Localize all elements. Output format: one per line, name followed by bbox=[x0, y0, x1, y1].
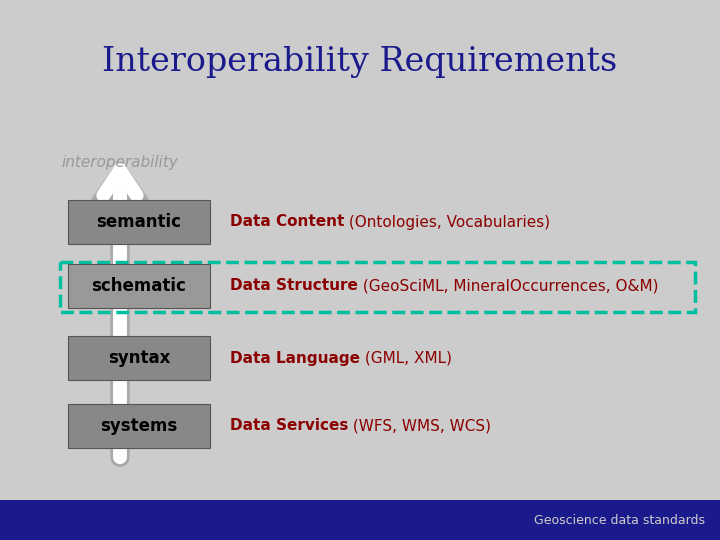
Text: (GeoSciML, MineralOccurrences, O&M): (GeoSciML, MineralOccurrences, O&M) bbox=[358, 279, 658, 294]
Text: Interoperability Requirements: Interoperability Requirements bbox=[102, 46, 618, 78]
Bar bbox=[68, 264, 210, 308]
Text: (Ontologies, Vocabularies): (Ontologies, Vocabularies) bbox=[344, 214, 551, 230]
Bar bbox=[68, 404, 210, 448]
Bar bbox=[0, 500, 720, 540]
Text: Data Services: Data Services bbox=[230, 418, 348, 434]
Text: Data Content: Data Content bbox=[230, 214, 344, 230]
Text: systems: systems bbox=[100, 417, 178, 435]
Bar bbox=[60, 262, 695, 312]
Text: Data Language: Data Language bbox=[230, 350, 360, 366]
FancyArrowPatch shape bbox=[101, 175, 140, 457]
Text: Data Structure: Data Structure bbox=[230, 279, 358, 294]
Text: Geoscience data standards: Geoscience data standards bbox=[534, 514, 705, 526]
Bar bbox=[68, 200, 210, 244]
Text: (WFS, WMS, WCS): (WFS, WMS, WCS) bbox=[348, 418, 491, 434]
Text: schematic: schematic bbox=[91, 277, 186, 295]
Bar bbox=[68, 336, 210, 380]
FancyArrowPatch shape bbox=[104, 170, 137, 457]
Text: semantic: semantic bbox=[96, 213, 181, 231]
Text: interoperability: interoperability bbox=[62, 154, 179, 170]
Text: (GML, XML): (GML, XML) bbox=[360, 350, 452, 366]
Text: syntax: syntax bbox=[108, 349, 170, 367]
